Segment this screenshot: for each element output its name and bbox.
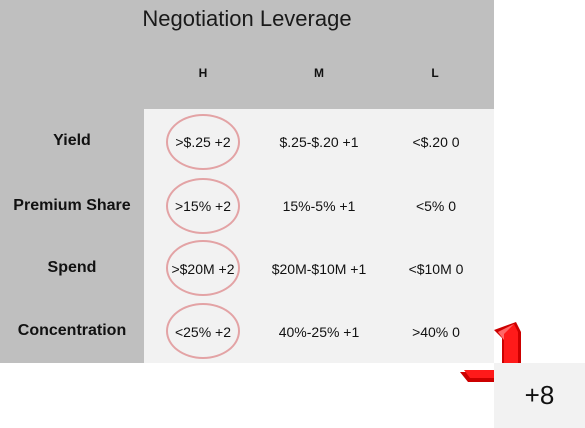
result-total: +8 bbox=[524, 380, 555, 410]
cell-yield-l: <$.20 0 bbox=[412, 134, 460, 150]
cell-premium-share-l: <5% 0 bbox=[415, 198, 457, 214]
cell-spend-m: $20M-$10M +1 bbox=[271, 261, 367, 277]
row-label-premium-share: Premium Share bbox=[13, 197, 131, 214]
header-panel bbox=[0, 0, 494, 109]
column-header-l: L bbox=[431, 66, 439, 80]
highlight-circle-concentration bbox=[166, 303, 240, 359]
column-header-m: M bbox=[314, 66, 324, 80]
cell-concentration-m: 40%-25% +1 bbox=[278, 324, 360, 340]
row-label-yield: Yield bbox=[53, 132, 91, 149]
row-label-panel bbox=[0, 109, 144, 363]
row-label-spend: Spend bbox=[47, 259, 97, 276]
cell-yield-m: $.25-$.20 +1 bbox=[279, 134, 359, 150]
result-box bbox=[494, 363, 585, 428]
table-title: Negotiation Leverage bbox=[142, 6, 352, 31]
cell-premium-share-m: 15%-5% +1 bbox=[282, 198, 356, 214]
column-header-h: H bbox=[198, 66, 208, 80]
highlight-circle-spend bbox=[166, 240, 240, 296]
highlight-circle-premium-share bbox=[166, 178, 240, 234]
cell-spend-l: <$10M 0 bbox=[408, 261, 464, 277]
highlight-circle-yield bbox=[166, 114, 240, 170]
row-label-concentration: Concentration bbox=[17, 322, 127, 339]
cell-concentration-l: >40% 0 bbox=[412, 324, 460, 340]
